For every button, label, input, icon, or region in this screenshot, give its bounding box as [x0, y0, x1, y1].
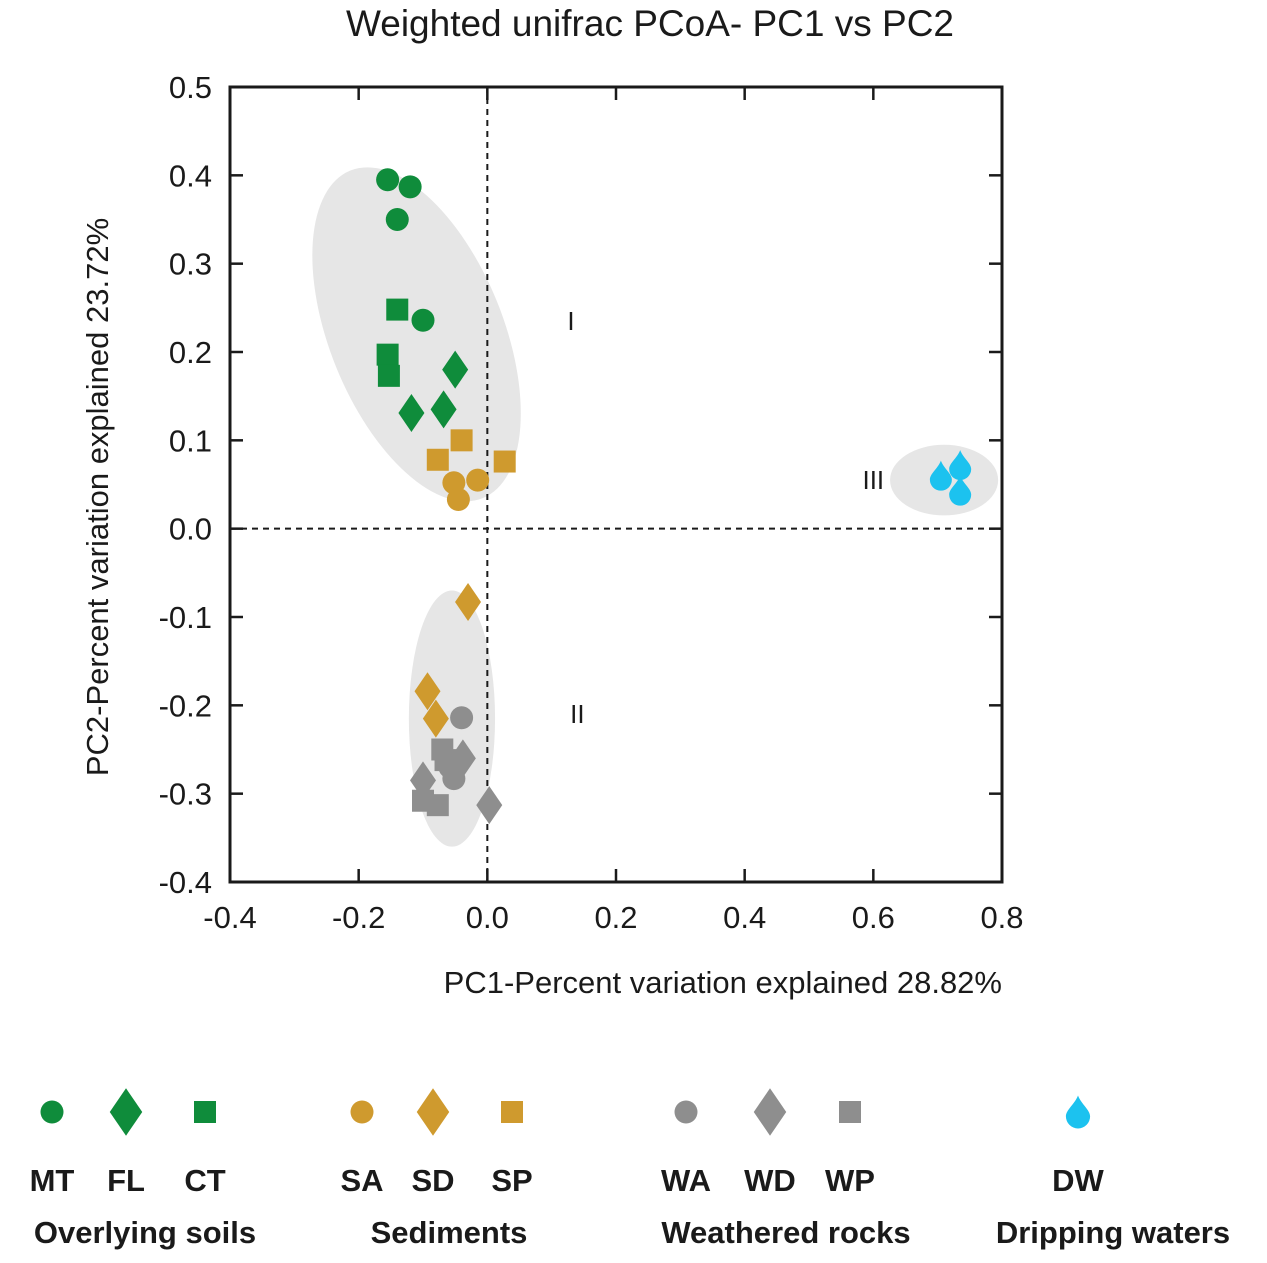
legend-label-sa: SA	[340, 1163, 383, 1198]
legend-group-label: Sediments	[371, 1215, 528, 1250]
legend-marker-ct	[194, 1101, 216, 1123]
x-tick-label: 0.0	[466, 900, 509, 935]
y-tick-label: -0.4	[159, 865, 212, 900]
point-fl	[398, 393, 425, 432]
legend-marker-sp	[501, 1101, 523, 1123]
axis-ticks: -0.4 -0.2 0.0 0.2 0.4 0.6 0.8 0.5 0.4 0.3 0.2 0.1 0.…	[159, 70, 1024, 935]
cluster-label-ii: II	[570, 699, 584, 729]
data-points	[376, 168, 972, 825]
legend-label-dw: DW	[1052, 1163, 1104, 1198]
point-sp	[493, 450, 516, 473]
legend-marker-wa	[674, 1100, 698, 1124]
chart-title: Weighted unifrac PCoA- PC1 vs PC2	[346, 3, 954, 44]
legend-label-ct: CT	[184, 1163, 225, 1198]
legend-label-sp: SP	[491, 1163, 532, 1198]
legend-label-fl: FL	[107, 1163, 145, 1198]
legend-marker-dw	[1065, 1095, 1091, 1129]
y-axis-title: PC2-Percent variation explained 23.72%	[80, 218, 115, 776]
point-ct	[377, 364, 400, 387]
legend-marker-wp	[839, 1101, 861, 1123]
legend-marker-wd	[753, 1088, 787, 1136]
y-tick-label: 0.1	[169, 423, 212, 458]
point-ct	[376, 343, 399, 366]
legend-label-mt: MT	[30, 1163, 75, 1198]
cluster-label-iii: III	[862, 465, 884, 495]
legend-group-label: Weathered rocks	[661, 1215, 910, 1250]
point-wd	[476, 786, 503, 825]
point-sa	[446, 488, 470, 512]
point-wp	[426, 794, 449, 817]
legend-group-label: Overlying soils	[34, 1215, 256, 1250]
point-fl	[430, 390, 457, 429]
point-ct	[386, 298, 409, 321]
legend-label-wp: WP	[825, 1163, 875, 1198]
point-dw	[949, 450, 972, 481]
y-tick-label: 0.2	[169, 335, 212, 370]
point-mt	[411, 308, 435, 332]
point-dw	[949, 475, 972, 506]
legend-label-wa: WA	[661, 1163, 711, 1198]
point-wa	[450, 706, 474, 730]
legend-marker-mt	[40, 1100, 64, 1124]
legend-marker-fl	[109, 1088, 143, 1136]
cluster-ellipse-i	[312, 167, 521, 502]
point-sp	[450, 429, 473, 452]
point-sd	[414, 672, 441, 711]
legend-marker-sa	[350, 1100, 374, 1124]
x-axis-title: PC1-Percent variation explained 28.82%	[444, 965, 1002, 1000]
y-tick-label: 0.4	[169, 158, 212, 193]
x-tick-label: 0.6	[852, 900, 895, 935]
y-tick-label: -0.2	[159, 688, 212, 723]
legend-group-label: Dripping waters	[996, 1215, 1230, 1250]
point-mt	[398, 175, 422, 199]
y-tick-label: 0.3	[169, 247, 212, 282]
y-tick-label: 0.5	[169, 70, 212, 105]
point-wp	[434, 749, 457, 772]
x-tick-label: 0.2	[594, 900, 637, 935]
x-tick-label: 0.4	[723, 900, 766, 935]
point-sd	[455, 582, 482, 621]
point-sp	[426, 448, 449, 471]
x-tick-label: -0.2	[332, 900, 385, 935]
y-tick-label: -0.1	[159, 600, 212, 635]
point-fl	[442, 350, 469, 389]
y-tick-label: -0.3	[159, 777, 212, 812]
point-sd	[422, 699, 449, 738]
cluster-ellipses	[312, 167, 999, 847]
point-sa	[466, 468, 490, 492]
point-mt	[376, 168, 400, 192]
cluster-label-i: I	[567, 306, 574, 336]
legend-label-sd: SD	[411, 1163, 454, 1198]
legend: MT FL CT Overlying soils SA SD SP Sediments WA WD…	[30, 1088, 1230, 1250]
point-mt	[385, 208, 409, 231]
point-dw	[929, 460, 952, 491]
x-tick-label: -0.4	[203, 900, 256, 935]
legend-label-wd: WD	[744, 1163, 796, 1198]
legend-marker-sd	[416, 1088, 450, 1136]
x-tick-label: 0.8	[980, 900, 1023, 935]
y-tick-label: 0.0	[169, 512, 212, 547]
